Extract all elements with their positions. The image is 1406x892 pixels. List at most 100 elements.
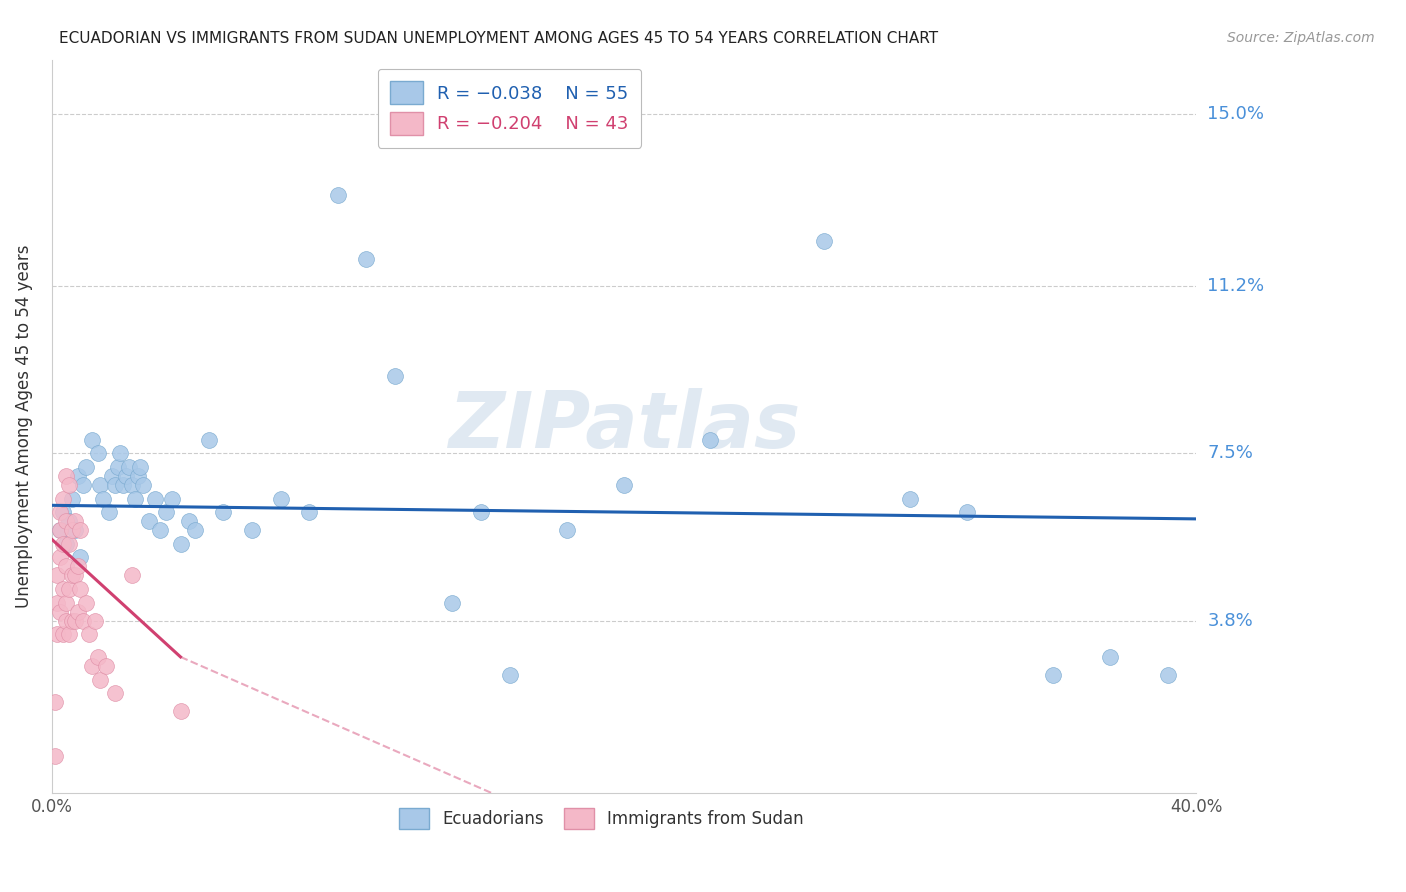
Point <box>52 627 75 641</box>
Point <box>132 478 155 492</box>
Point <box>75 596 97 610</box>
Point <box>66 559 89 574</box>
Point <box>69 523 91 537</box>
Point <box>270 491 292 506</box>
Point <box>115 469 138 483</box>
Point <box>498 668 520 682</box>
Point <box>127 469 149 483</box>
Text: 3.8%: 3.8% <box>1208 612 1253 630</box>
Point <box>58 478 80 492</box>
Point <box>94 659 117 673</box>
Point <box>58 537 80 551</box>
Point <box>89 478 111 492</box>
Point <box>118 459 141 474</box>
Point <box>60 614 83 628</box>
Point <box>60 523 83 537</box>
Legend: Ecuadorians, Immigrants from Sudan: Ecuadorians, Immigrants from Sudan <box>392 801 810 836</box>
Point <box>66 469 89 483</box>
Point <box>160 491 183 506</box>
Point <box>813 234 835 248</box>
Point <box>44 695 66 709</box>
Point <box>613 478 636 492</box>
Point <box>63 514 86 528</box>
Point <box>83 614 105 628</box>
Point <box>470 505 492 519</box>
Point <box>129 459 152 474</box>
Y-axis label: Unemployment Among Ages 45 to 54 years: Unemployment Among Ages 45 to 54 years <box>15 244 32 607</box>
Point <box>124 491 146 506</box>
Point <box>46 596 69 610</box>
Point <box>298 505 321 519</box>
Text: ECUADORIAN VS IMMIGRANTS FROM SUDAN UNEMPLOYMENT AMONG AGES 45 TO 54 YEARS CORRE: ECUADORIAN VS IMMIGRANTS FROM SUDAN UNEM… <box>59 31 938 46</box>
Point <box>63 523 86 537</box>
Point <box>1042 668 1064 682</box>
Point <box>121 478 143 492</box>
Point <box>77 627 100 641</box>
Point <box>66 605 89 619</box>
Text: 15.0%: 15.0% <box>1208 105 1264 123</box>
Text: Source: ZipAtlas.com: Source: ZipAtlas.com <box>1227 31 1375 45</box>
Point <box>240 523 263 537</box>
Point <box>49 505 72 519</box>
Point <box>441 596 464 610</box>
Point <box>86 446 108 460</box>
Point <box>55 514 77 528</box>
Point <box>101 469 124 483</box>
Point <box>98 505 121 519</box>
Point <box>52 582 75 596</box>
Point <box>138 514 160 528</box>
Point <box>1156 668 1178 682</box>
Point <box>52 505 75 519</box>
Point <box>75 459 97 474</box>
Point <box>49 523 72 537</box>
Point <box>110 446 132 460</box>
Point <box>49 605 72 619</box>
Point <box>89 673 111 687</box>
Point <box>49 523 72 537</box>
Point <box>155 505 177 519</box>
Point <box>384 369 406 384</box>
Text: 7.5%: 7.5% <box>1208 444 1253 462</box>
Point <box>46 627 69 641</box>
Point <box>72 614 94 628</box>
Point <box>898 491 921 506</box>
Point <box>104 478 127 492</box>
Text: ZIPatlas: ZIPatlas <box>449 388 800 464</box>
Point <box>326 188 349 202</box>
Point <box>46 568 69 582</box>
Point <box>104 686 127 700</box>
Point <box>69 550 91 565</box>
Point <box>69 582 91 596</box>
Point <box>356 252 378 266</box>
Point <box>60 491 83 506</box>
Point <box>44 749 66 764</box>
Point <box>60 568 83 582</box>
Point <box>55 469 77 483</box>
Point <box>169 704 191 718</box>
Point <box>86 649 108 664</box>
Point <box>52 491 75 506</box>
Point <box>72 478 94 492</box>
Point <box>555 523 578 537</box>
Point <box>699 433 721 447</box>
Point <box>143 491 166 506</box>
Point <box>63 614 86 628</box>
Point <box>169 537 191 551</box>
Point <box>58 514 80 528</box>
Point <box>55 596 77 610</box>
Point <box>58 582 80 596</box>
Point <box>121 568 143 582</box>
Point <box>80 659 103 673</box>
Point <box>112 478 135 492</box>
Point <box>107 459 129 474</box>
Point <box>177 514 200 528</box>
Point <box>63 568 86 582</box>
Point <box>55 559 77 574</box>
Point <box>149 523 172 537</box>
Point <box>49 550 72 565</box>
Point <box>91 491 114 506</box>
Point <box>1099 649 1122 664</box>
Point <box>52 537 75 551</box>
Point <box>80 433 103 447</box>
Point <box>55 537 77 551</box>
